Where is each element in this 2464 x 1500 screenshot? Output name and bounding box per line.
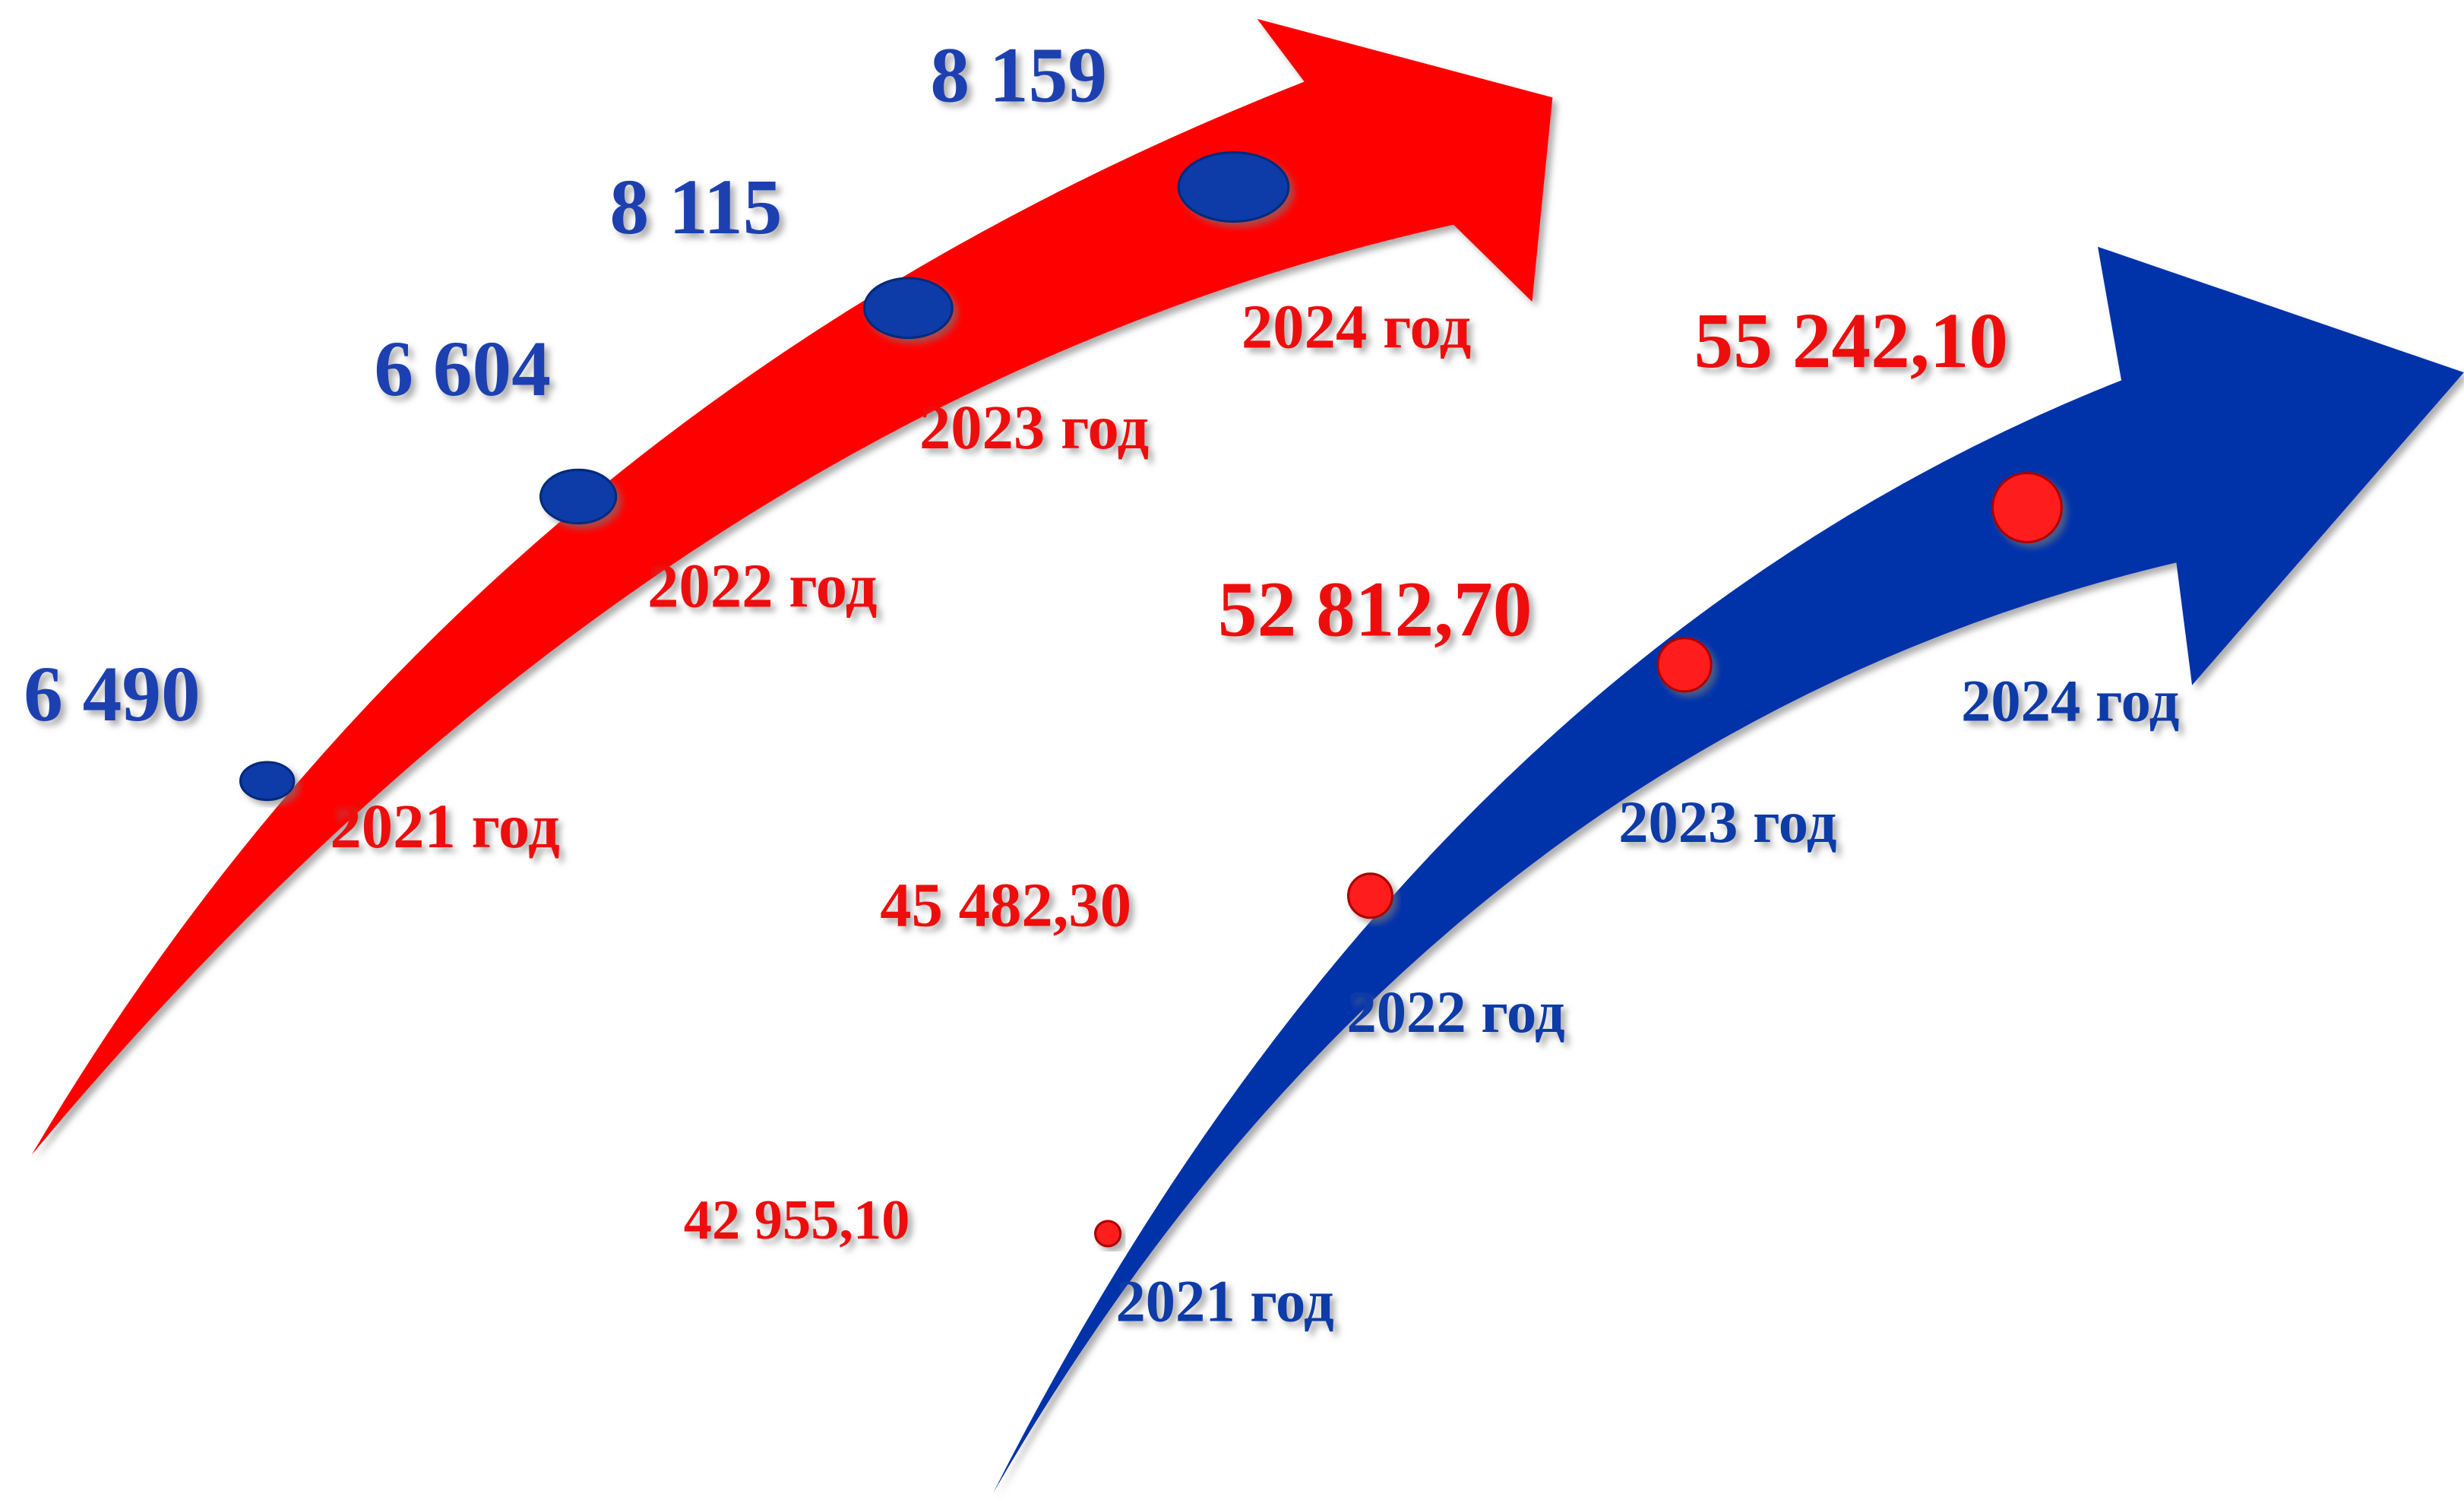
- year-label: 2024 год: [1961, 668, 2179, 734]
- year-label: 2022 год: [1346, 979, 1564, 1045]
- value-label: 6 604: [374, 326, 551, 413]
- marker-dot: [863, 277, 954, 340]
- value-label: 45 482,30: [880, 869, 1131, 939]
- year-label: 2024 год: [1241, 291, 1471, 361]
- marker-dot: [1094, 1220, 1122, 1248]
- marker-dot: [1346, 872, 1393, 919]
- marker-dot: [1991, 471, 2064, 544]
- value-label: 8 159: [930, 32, 1107, 119]
- year-label: 2023 год: [919, 392, 1149, 462]
- red-arrow: [31, 18, 1553, 1156]
- value-label: 6 490: [24, 651, 201, 738]
- year-label: 2023 год: [1618, 789, 1836, 855]
- blue-arrow: [993, 246, 2464, 1493]
- value-label: 55 242,10: [1694, 298, 2009, 384]
- marker-dot: [539, 468, 618, 525]
- labels: 6 490 2021 год 6 604 2022 год 8 115 2023 год 8…: [24, 32, 2179, 1334]
- value-label: 42 955,10: [684, 1189, 910, 1252]
- year-label: 2021 год: [330, 791, 559, 861]
- marker-dot: [1656, 637, 1713, 693]
- marker-dot: [1177, 151, 1290, 223]
- marker-dot: [239, 761, 296, 802]
- year-label: 2021 год: [1115, 1268, 1333, 1334]
- value-label: 8 115: [610, 164, 783, 251]
- year-label: 2022 год: [647, 551, 877, 621]
- value-label: 52 812,70: [1218, 566, 1532, 653]
